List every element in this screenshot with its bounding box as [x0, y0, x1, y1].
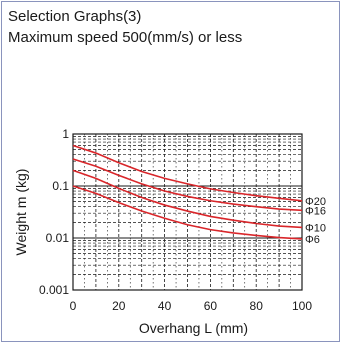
series-label: Φ6: [305, 234, 320, 246]
x-tick-label: 80: [250, 299, 264, 313]
chart-title: Selection Graphs(3): [8, 8, 142, 25]
series-label: Φ20: [305, 196, 326, 208]
series-line: [72, 169, 303, 229]
y-axis-label: Weight m (kg): [13, 169, 29, 256]
x-tick-label: 100: [292, 299, 312, 313]
y-tick-label: 1: [62, 127, 69, 141]
chart-subtitle: Maximum speed 500(mm/s) or less: [8, 29, 243, 46]
x-tick-label: 0: [70, 299, 77, 313]
x-tick-label: 40: [158, 299, 172, 313]
x-tick-label: 60: [204, 299, 218, 313]
y-tick-label: 0.1: [52, 179, 69, 193]
y-tick-label: 0.001: [39, 283, 69, 297]
series-line: [72, 158, 303, 212]
x-tick-label: 20: [112, 299, 126, 313]
series-label: Φ16: [305, 205, 326, 217]
x-axis-label: Overhang L (mm): [139, 320, 248, 336]
series-line: [72, 185, 303, 240]
plot-frame: [72, 133, 303, 291]
y-tick-label: 0.01: [46, 231, 70, 245]
series-label: Φ10: [305, 222, 326, 234]
series-line: [72, 144, 303, 202]
